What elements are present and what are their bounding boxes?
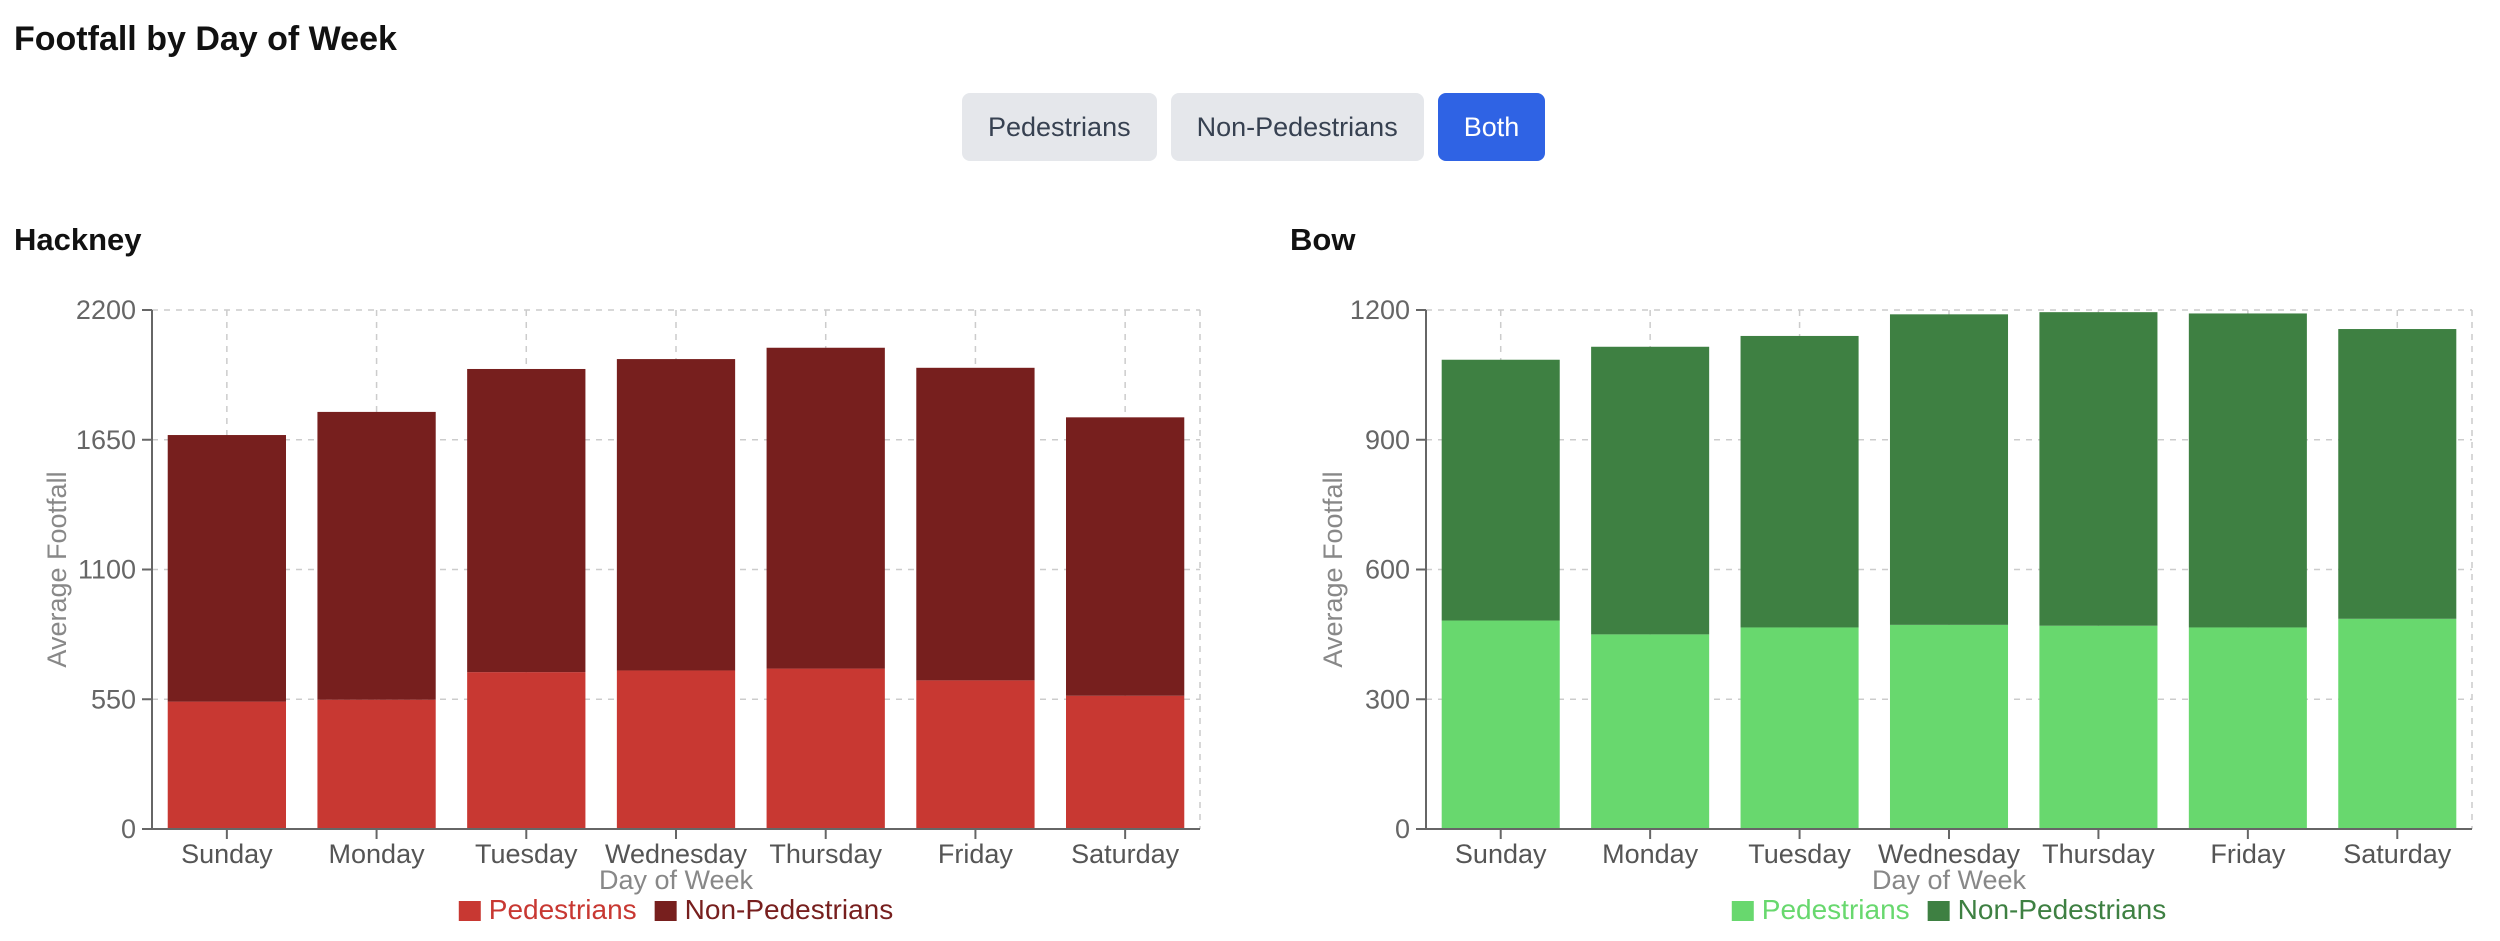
bow-y-tick-label: 1200 [1350, 295, 1410, 325]
hackney-x-tick-label: Saturday [1071, 839, 1180, 869]
hackney-bar-non-pedestrians-monday[interactable] [317, 411, 436, 700]
bow-chart-title: Bow [1290, 222, 1356, 257]
hackney-y-tick-label: 1100 [78, 555, 136, 585]
hackney-bar-non-pedestrians-saturday[interactable] [1066, 417, 1185, 696]
hackney-bar-non-pedestrians-tuesday[interactable] [467, 368, 586, 673]
bow-y-axis-title: Average Footfall [1318, 471, 1348, 667]
hackney-y-axis-title: Average Footfall [42, 471, 72, 667]
hackney-legend-label-non-pedestrians[interactable]: Non-Pedestrians [685, 894, 894, 925]
bow-bar-non-pedestrians-friday[interactable] [2188, 313, 2307, 628]
bow-legend-label-non-pedestrians[interactable]: Non-Pedestrians [1958, 894, 2167, 925]
hackney-x-axis-title: Day of Week [599, 865, 754, 895]
hackney-legend-swatch-pedestrians[interactable] [458, 901, 481, 921]
hackney-bar-pedestrians-monday[interactable] [317, 699, 436, 829]
hackney-bar-pedestrians-wednesday[interactable] [616, 670, 736, 829]
bow-bar-pedestrians-wednesday[interactable] [1889, 624, 2009, 829]
hackney-x-tick-label: Wednesday [605, 839, 748, 869]
toggle-pedestrians-button[interactable]: Pedestrians [962, 93, 1157, 161]
bow-legend-swatch-non-pedestrians[interactable] [1927, 901, 1950, 921]
hackney-y-tick-label: 2200 [76, 295, 136, 325]
hackney-bar-pedestrians-sunday[interactable] [167, 701, 286, 829]
bow-bar-pedestrians-thursday[interactable] [2039, 625, 2158, 829]
hackney-y-tick-label: 550 [91, 684, 136, 714]
bow-bar-non-pedestrians-sunday[interactable] [1441, 359, 1560, 621]
bow-x-tick-label: Saturday [2343, 839, 2452, 869]
hackney-bar-non-pedestrians-wednesday[interactable] [616, 359, 736, 671]
bow-bar-pedestrians-saturday[interactable] [2338, 618, 2457, 829]
toggle-both-button[interactable]: Both [1437, 93, 1546, 161]
hackney-bar-non-pedestrians-thursday[interactable] [766, 347, 885, 669]
hackney-x-tick-label: Friday [938, 839, 1014, 869]
hackney-bar-pedestrians-friday[interactable] [916, 680, 1035, 829]
bow-x-axis-title: Day of Week [1872, 865, 2027, 895]
bow-legend: Pedestrians Non-Pedestrians [1731, 894, 2167, 925]
hackney-legend: Pedestrians Non-Pedestrians [458, 894, 894, 925]
bow-bar-non-pedestrians-tuesday[interactable] [1740, 335, 1859, 628]
bow-y-tick-label: 900 [1365, 425, 1410, 455]
bow-bar-pedestrians-friday[interactable] [2188, 627, 2307, 829]
bow-bar-non-pedestrians-saturday[interactable] [2338, 329, 2457, 619]
hackney-legend-label-pedestrians[interactable]: Pedestrians [489, 894, 637, 925]
hackney-legend-swatch-non-pedestrians[interactable] [654, 901, 677, 921]
bow-x-tick-label: Wednesday [1878, 839, 2021, 869]
bow-legend-swatch-pedestrians[interactable] [1731, 901, 1754, 921]
bow-x-tick-label: Thursday [2042, 839, 2155, 869]
bow-x-tick-label: Tuesday [1748, 839, 1851, 869]
bow-y-tick-label: 0 [1395, 814, 1410, 844]
hackney-bar-non-pedestrians-friday[interactable] [916, 367, 1035, 681]
toggle-non-pedestrians-button[interactable]: Non-Pedestrians [1170, 93, 1424, 161]
bow-bar-non-pedestrians-monday[interactable] [1591, 346, 1710, 635]
bow-y-tick-label: 300 [1365, 684, 1410, 714]
page-title: Footfall by Day of Week [14, 20, 397, 58]
bow-x-tick-label: Sunday [1455, 839, 1547, 869]
bow-bar-pedestrians-monday[interactable] [1591, 634, 1710, 829]
bow-bar-non-pedestrians-wednesday[interactable] [1889, 314, 2009, 625]
series-toggle-group: Pedestrians Non-Pedestrians Both [962, 93, 1546, 161]
hackney-bar-pedestrians-thursday[interactable] [766, 668, 885, 829]
hackney-chart: 0 550 1100 1650 2200 Sunday Monday Tuesday Wedne… [42, 295, 1201, 925]
hackney-x-tick-label: Monday [329, 839, 426, 869]
hackney-x-tick-label: Tuesday [475, 839, 578, 869]
bow-chart: 0 300 600 900 1200 Sunday Monday Tuesday Wednesd… [1318, 295, 2473, 925]
bow-x-tick-label: Friday [2210, 839, 2286, 869]
bow-bar-pedestrians-tuesday[interactable] [1740, 627, 1859, 829]
hackney-bar-pedestrians-tuesday[interactable] [467, 672, 586, 829]
bow-bar-non-pedestrians-thursday[interactable] [2039, 312, 2158, 626]
hackney-x-tick-label: Thursday [769, 839, 882, 869]
bow-x-tick-label: Monday [1602, 839, 1699, 869]
bow-legend-label-pedestrians[interactable]: Pedestrians [1762, 894, 1910, 925]
hackney-chart-title: Hackney [14, 222, 142, 257]
bow-y-tick-label: 600 [1365, 555, 1410, 585]
hackney-y-tick-label: 0 [121, 814, 136, 844]
hackney-y-tick-label: 1650 [76, 425, 136, 455]
bow-bar-pedestrians-sunday[interactable] [1441, 620, 1560, 829]
hackney-x-tick-label: Sunday [181, 839, 273, 869]
hackney-bar-non-pedestrians-sunday[interactable] [167, 435, 286, 702]
hackney-bar-pedestrians-saturday[interactable] [1066, 695, 1185, 829]
